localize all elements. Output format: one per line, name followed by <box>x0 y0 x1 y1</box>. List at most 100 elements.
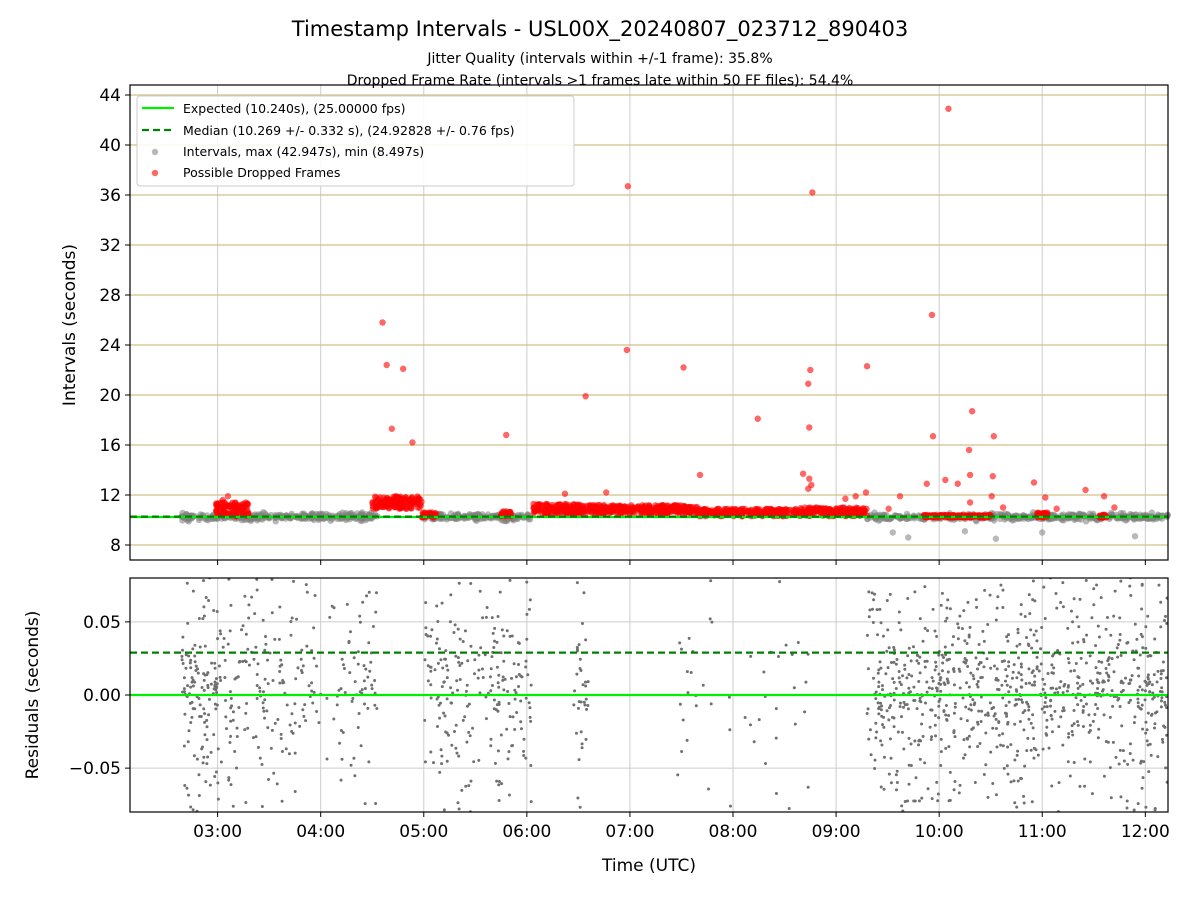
residual-point <box>576 796 580 800</box>
residual-point <box>1117 762 1121 766</box>
residual-point <box>247 663 251 667</box>
residual-point <box>959 717 963 721</box>
dropped-frame-point <box>945 105 952 112</box>
residual-point <box>302 714 306 718</box>
dropped-frame-point <box>696 471 704 479</box>
dropped-frame-point <box>232 504 240 511</box>
residual-point <box>1128 742 1132 746</box>
residual-point <box>1096 671 1100 675</box>
residual-point <box>582 591 586 595</box>
residual-point <box>980 675 984 679</box>
residual-point <box>1077 676 1081 680</box>
residual-point <box>353 680 357 684</box>
residual-point <box>429 750 433 754</box>
residual-point <box>902 747 906 751</box>
residual-point <box>868 608 872 612</box>
residual-point <box>910 674 914 678</box>
residual-point <box>909 742 913 746</box>
residual-point <box>267 778 271 782</box>
residual-point <box>366 675 370 679</box>
residual-point <box>884 572 887 575</box>
legend-label-intervals: Intervals, max (42.947s), min (8.497s) <box>183 144 424 159</box>
dropped-frame-point <box>561 490 569 497</box>
residual-point <box>1110 689 1114 693</box>
residual-point <box>710 620 714 624</box>
residual-point <box>577 643 581 647</box>
residual-point <box>1082 638 1086 642</box>
residual-point <box>873 758 877 762</box>
residual-point <box>444 657 448 661</box>
residual-point <box>366 706 370 710</box>
residual-point <box>1081 724 1085 728</box>
residual-point <box>214 770 218 774</box>
residual-point <box>892 660 896 664</box>
residual-point <box>186 621 190 625</box>
residual-point <box>1014 688 1018 692</box>
residual-point <box>1149 713 1153 717</box>
residual-point <box>575 672 579 676</box>
residual-point <box>935 780 939 784</box>
residual-point <box>1029 628 1033 632</box>
residual-point <box>356 650 360 654</box>
residual-point <box>748 723 752 727</box>
residual-point <box>203 733 207 737</box>
residual-point <box>529 719 533 723</box>
residual-point <box>197 773 201 777</box>
residual-point <box>241 624 245 628</box>
residual-point <box>345 602 349 606</box>
residual-point <box>279 732 283 736</box>
residual-point <box>920 722 924 726</box>
dropped-frame-point <box>376 494 384 501</box>
dropped-frame-point <box>989 473 996 480</box>
residual-point <box>1006 745 1010 749</box>
residual-point <box>202 605 206 609</box>
residual-point <box>450 743 454 747</box>
residual-point <box>194 664 198 668</box>
residual-point <box>182 687 186 691</box>
residual-point <box>944 713 948 717</box>
residual-point <box>963 753 967 757</box>
dropped-frame-point <box>564 507 571 514</box>
residual-point <box>215 682 219 686</box>
residual-point <box>941 661 945 665</box>
dropped-frame-point <box>808 481 815 489</box>
residual-point <box>1045 718 1049 722</box>
dropped-frame-point <box>806 475 813 482</box>
residual-point <box>918 738 922 742</box>
residual-point <box>950 643 954 647</box>
residual-point <box>957 667 961 671</box>
residual-point <box>198 703 202 707</box>
residual-point <box>1104 627 1108 631</box>
residual-point <box>187 793 191 797</box>
residual-point <box>265 709 269 713</box>
residual-point <box>502 688 506 692</box>
residual-point <box>923 659 927 663</box>
residual-point <box>315 664 319 668</box>
residual-point <box>506 757 510 761</box>
residual-point <box>1071 641 1075 645</box>
residual-point <box>216 797 220 801</box>
residual-point <box>213 680 217 684</box>
residual-point <box>468 734 472 738</box>
residual-point <box>986 795 990 799</box>
residual-point <box>1098 671 1102 675</box>
dropped-frame-point <box>713 505 721 513</box>
residual-point <box>804 680 808 684</box>
dropped-frame-point <box>244 501 252 508</box>
residual-point <box>481 616 485 620</box>
residual-point <box>203 712 207 716</box>
residual-point <box>1013 801 1017 805</box>
residual-point <box>244 801 248 805</box>
residual-point <box>478 691 482 695</box>
residual-point <box>472 760 476 764</box>
residual-point <box>300 671 304 675</box>
residual-point <box>191 808 195 812</box>
residual-point <box>1040 626 1044 630</box>
legend-label-median: Median (10.269 +/- 0.332 s), (24.92828 +… <box>183 123 514 138</box>
dropped-frame-point <box>928 311 936 319</box>
dropped-frame-point <box>1034 509 1041 516</box>
residual-point <box>301 708 305 712</box>
residual-point <box>986 713 990 717</box>
residual-point <box>1048 704 1052 708</box>
